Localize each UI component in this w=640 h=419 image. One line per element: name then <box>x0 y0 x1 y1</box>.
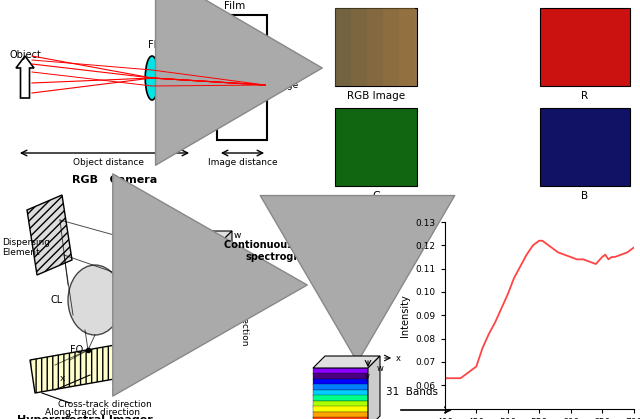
Ellipse shape <box>145 56 159 100</box>
Polygon shape <box>368 356 380 419</box>
Bar <box>170 254 220 261</box>
Bar <box>313 368 368 374</box>
Text: Contionuously collect
spectrograms: Contionuously collect spectrograms <box>224 241 342 262</box>
Text: Object distance: Object distance <box>73 158 144 167</box>
Text: FO: FO <box>70 345 83 355</box>
Text: Along-track direction: Along-track direction <box>45 408 140 417</box>
Polygon shape <box>380 227 395 298</box>
Bar <box>313 411 368 418</box>
Bar <box>170 243 220 249</box>
Bar <box>325 242 380 283</box>
Ellipse shape <box>148 238 162 292</box>
Text: Spectral direction: Spectral direction <box>240 265 249 345</box>
Bar <box>320 237 375 278</box>
Text: Image distance: Image distance <box>208 158 278 167</box>
Text: RGB Image: RGB Image <box>347 91 405 101</box>
Ellipse shape <box>68 265 122 335</box>
Text: Dispersing
Element: Dispersing Element <box>2 238 50 257</box>
Bar <box>335 8 351 86</box>
Bar <box>367 8 383 86</box>
Bar <box>335 8 417 86</box>
Polygon shape <box>170 231 232 243</box>
Polygon shape <box>30 345 120 393</box>
Text: Object: Object <box>9 50 41 60</box>
Bar <box>170 243 220 305</box>
Text: RGB   Camera: RGB Camera <box>72 175 157 185</box>
Text: R: R <box>581 91 589 101</box>
Text: FL: FL <box>160 228 171 238</box>
Bar <box>170 260 220 266</box>
Bar <box>323 240 378 281</box>
Bar <box>170 271 220 277</box>
Bar <box>313 395 368 401</box>
Text: Film: Film <box>224 1 245 11</box>
Bar <box>313 373 368 380</box>
Bar <box>313 379 368 385</box>
Bar <box>335 252 390 293</box>
Bar <box>399 8 415 86</box>
Bar <box>315 232 370 273</box>
Text: B: B <box>581 191 589 201</box>
Text: x: x <box>192 309 198 318</box>
Bar <box>383 8 399 86</box>
Bar <box>313 401 368 407</box>
Text: x: x <box>413 251 418 259</box>
Bar <box>317 235 372 276</box>
Text: Image: Image <box>270 80 298 90</box>
Bar <box>170 277 220 283</box>
Bar <box>351 8 367 86</box>
Bar <box>170 294 220 300</box>
Polygon shape <box>220 231 232 305</box>
Polygon shape <box>325 227 395 257</box>
Bar <box>540 8 630 86</box>
Bar <box>170 288 220 294</box>
Y-axis label: Intensity: Intensity <box>400 294 410 337</box>
Bar <box>333 249 387 291</box>
Bar <box>313 417 368 419</box>
Bar <box>170 248 220 255</box>
FancyArrow shape <box>16 56 34 98</box>
Text: y: y <box>65 412 70 419</box>
Bar <box>330 247 385 288</box>
Bar <box>313 390 368 396</box>
Bar <box>313 384 368 391</box>
Bar <box>170 266 220 272</box>
Bar <box>170 282 220 289</box>
Text: y: y <box>392 271 397 280</box>
Text: y: y <box>365 372 369 381</box>
Text: G: G <box>372 191 380 201</box>
Text: w: w <box>234 230 241 240</box>
Text: x: x <box>60 373 65 383</box>
Text: x: x <box>396 354 401 362</box>
Bar <box>170 299 220 305</box>
Text: 31  Bands: 31 Bands <box>386 387 438 397</box>
Polygon shape <box>192 15 267 140</box>
Text: w: w <box>377 364 384 373</box>
Text: FL: FL <box>148 40 159 50</box>
Text: w: w <box>402 261 409 270</box>
Bar <box>313 406 368 412</box>
Bar <box>337 254 392 296</box>
Bar <box>328 245 383 286</box>
Text: Hyperspectral Imager: Hyperspectral Imager <box>17 415 153 419</box>
Bar <box>335 108 417 186</box>
Polygon shape <box>27 195 72 275</box>
Text: Cross-track direction: Cross-track direction <box>58 400 152 409</box>
Polygon shape <box>313 356 380 368</box>
Text: CL: CL <box>51 295 63 305</box>
Bar <box>540 108 630 186</box>
